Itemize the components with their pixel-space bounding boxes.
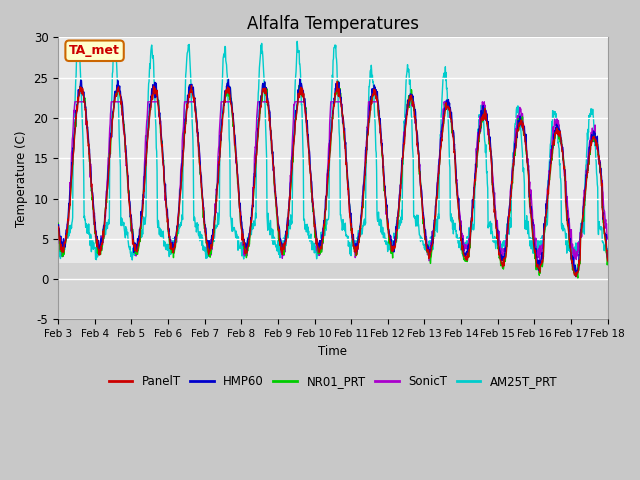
PanelT <box>333 78 341 84</box>
PanelT <box>177 192 184 197</box>
SonicT <box>490 194 498 200</box>
NR01_PRT <box>604 259 611 264</box>
AM25T_PRT <box>54 247 62 253</box>
Line: AM25T_PRT: AM25T_PRT <box>58 41 607 260</box>
SonicT <box>540 241 547 247</box>
HMP60 <box>419 203 426 208</box>
AM25T_PRT <box>177 220 184 226</box>
PanelT <box>238 228 246 234</box>
HMP60 <box>604 256 611 262</box>
HMP60 <box>572 274 580 279</box>
NR01_PRT <box>163 211 171 217</box>
Line: PanelT: PanelT <box>58 81 607 276</box>
PanelT <box>604 258 611 264</box>
PanelT <box>490 209 498 215</box>
HMP60 <box>539 256 547 262</box>
PanelT <box>54 225 62 231</box>
NR01_PRT <box>490 201 498 207</box>
AM25T_PRT <box>129 257 136 263</box>
NR01_PRT <box>574 275 582 281</box>
HMP60 <box>238 219 246 225</box>
Text: TA_met: TA_met <box>69 44 120 57</box>
X-axis label: Time: Time <box>318 345 348 358</box>
SonicT <box>419 201 426 207</box>
SonicT <box>536 259 543 264</box>
AM25T_PRT <box>163 247 171 252</box>
NR01_PRT <box>54 220 62 226</box>
Line: HMP60: HMP60 <box>58 79 607 276</box>
AM25T_PRT <box>540 240 547 245</box>
HMP60 <box>177 188 184 194</box>
SonicT <box>177 167 184 173</box>
SonicT <box>238 232 246 238</box>
Y-axis label: Temperature (C): Temperature (C) <box>15 130 28 227</box>
PanelT <box>572 274 580 279</box>
Bar <box>58 263 607 319</box>
AM25T_PRT <box>419 238 427 244</box>
AM25T_PRT <box>238 240 246 246</box>
SonicT <box>604 236 611 242</box>
NR01_PRT <box>539 260 547 266</box>
NR01_PRT <box>238 225 246 231</box>
NR01_PRT <box>177 187 184 192</box>
HMP60 <box>163 209 171 215</box>
SonicT <box>54 228 62 233</box>
PanelT <box>539 259 547 265</box>
PanelT <box>163 213 171 218</box>
AM25T_PRT <box>293 38 301 44</box>
SonicT <box>163 215 171 220</box>
HMP60 <box>54 224 62 229</box>
PanelT <box>419 205 426 211</box>
NR01_PRT <box>335 78 342 84</box>
HMP60 <box>296 76 304 82</box>
Title: Alfalfa Temperatures: Alfalfa Temperatures <box>247 15 419 33</box>
HMP60 <box>490 201 498 207</box>
Bar <box>58 37 607 263</box>
AM25T_PRT <box>491 234 499 240</box>
SonicT <box>71 99 79 105</box>
Line: SonicT: SonicT <box>58 102 607 262</box>
Line: NR01_PRT: NR01_PRT <box>58 81 607 278</box>
NR01_PRT <box>419 206 426 212</box>
AM25T_PRT <box>604 250 611 255</box>
Legend: PanelT, HMP60, NR01_PRT, SonicT, AM25T_PRT: PanelT, HMP60, NR01_PRT, SonicT, AM25T_P… <box>104 370 562 393</box>
